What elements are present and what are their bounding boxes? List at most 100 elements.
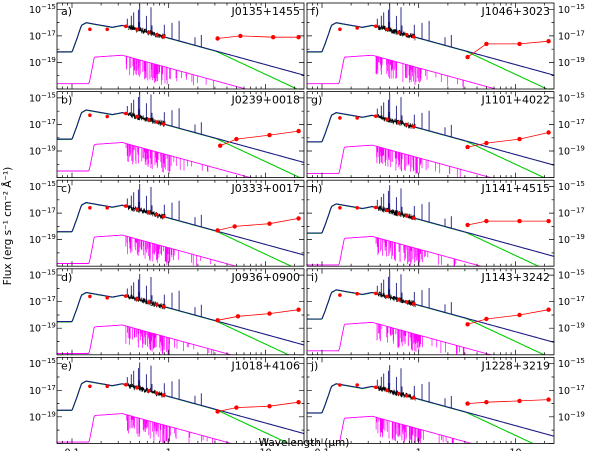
uv-photometry-point	[105, 206, 109, 210]
optical-photometry-point	[385, 117, 389, 122]
panel-letter: c)	[61, 182, 71, 195]
y-tick-base: 10	[558, 31, 570, 42]
y-tick-label: 10−19	[558, 322, 585, 335]
y-tick-exponent: −19	[41, 56, 56, 64]
optical-photometry-point	[146, 30, 151, 35]
stellar-absorption-lines	[125, 326, 214, 355]
ir-photometry-point	[517, 136, 522, 142]
y-tick-exponent: −15	[41, 3, 56, 11]
y-tick-base: 10	[558, 412, 570, 423]
y-axis-title: Flux (erg s⁻¹ cm⁻² Å⁻¹)	[1, 167, 14, 286]
optical-photometry-point	[374, 114, 378, 118]
uv-photometry-point	[355, 291, 360, 296]
y-tick-label: 10−19	[558, 233, 585, 246]
ir-photometry-line	[467, 132, 549, 148]
y-tick-label: 10−17	[29, 118, 56, 131]
axis-ticks	[306, 91, 554, 178]
x-axis-title: Wavelength (μm)	[259, 437, 350, 449]
optical-photometry-point	[146, 300, 151, 305]
y-tick-base: 10	[29, 412, 41, 423]
stellar-absorption-lines	[376, 323, 465, 355]
panel-plot-area	[57, 91, 304, 178]
y-tick-label: 10−19	[558, 410, 585, 423]
ir-photometry-point	[546, 130, 551, 135]
y-tick-base: 10	[558, 93, 570, 104]
optical-photometry-point	[135, 114, 139, 119]
total-model-curve	[57, 22, 304, 76]
panel-plot-area	[307, 4, 554, 89]
y-tick-exponent: −17	[570, 118, 585, 126]
uv-photometry-point	[88, 294, 92, 299]
optical-photometry-point	[135, 297, 139, 301]
axis-ticks	[306, 180, 554, 267]
observed-spectrum	[377, 205, 416, 221]
optical-photometry-point	[404, 394, 409, 398]
emission-lines	[126, 4, 202, 47]
object-name: J1101+4022	[481, 94, 550, 107]
optical-photometry-point	[404, 214, 409, 218]
stellar-model-curve	[307, 235, 483, 267]
y-tick-base: 10	[29, 324, 41, 335]
ir-photometry-point	[267, 221, 272, 226]
optical-photometry-point	[162, 304, 166, 309]
uv-photometry-point	[338, 116, 342, 120]
ir-photometry-point	[546, 39, 551, 44]
ir-photometry-point	[296, 216, 301, 221]
x-tick-label: 0.1	[314, 447, 329, 451]
y-tick-base: 10	[558, 386, 570, 397]
panel-frame	[56, 2, 305, 90]
ir-photometry-line	[467, 309, 549, 325]
panel-plot-area	[307, 365, 554, 444]
optical-photometry-point	[385, 208, 389, 213]
y-tick-label: 10−15	[29, 269, 56, 282]
optical-photometry-point	[154, 120, 159, 124]
y-tick-label: 10−15	[558, 269, 585, 282]
ir-photometry-point	[215, 409, 220, 414]
y-tick-label: 10−15	[558, 180, 585, 193]
y-tick-label: 10−17	[29, 384, 56, 397]
panel-plot-area	[307, 185, 554, 267]
y-tick-exponent: −17	[570, 29, 585, 37]
ir-photometry-point	[484, 218, 489, 224]
uv-photometry-point	[355, 383, 360, 387]
uv-photometry-point	[338, 293, 342, 297]
panel-letter: b)	[61, 94, 72, 107]
optical-photometry-point	[146, 389, 151, 393]
optical-photometry-point	[412, 302, 416, 306]
object-name: J0936+0900	[231, 271, 300, 284]
optical-photometry-point	[412, 395, 416, 400]
ir-photometry-point	[215, 228, 220, 233]
y-tick-label: 10−15	[29, 3, 56, 16]
ir-photometry-line	[467, 399, 549, 404]
y-tick-exponent: −19	[570, 56, 585, 64]
ir-photometry-point	[484, 140, 489, 146]
ir-photometry-line	[220, 130, 299, 147]
panel-frame	[306, 179, 555, 267]
ir-photometry-line	[217, 309, 299, 321]
total-model-curve	[307, 112, 554, 166]
optical-photometry-point	[412, 34, 416, 39]
total-model-curve	[57, 201, 304, 256]
optical-photometry-point	[124, 204, 128, 208]
y-tick-base: 10	[29, 297, 41, 308]
uv-photometry-point	[338, 27, 342, 32]
panel-letter: d)	[61, 271, 72, 284]
ir-photometry-point	[546, 307, 551, 312]
x-tick-label: 10	[259, 447, 271, 451]
y-tick-base: 10	[558, 120, 570, 131]
stellar-model-curve	[57, 324, 233, 355]
y-tick-exponent: −15	[570, 357, 585, 365]
stellar-absorption-lines	[376, 146, 461, 178]
ir-photometry-line	[467, 40, 549, 58]
optical-photometry-point	[412, 216, 416, 220]
ir-photometry-line	[217, 218, 299, 231]
y-tick-base: 10	[29, 93, 41, 104]
total-model-curve	[57, 109, 304, 163]
ir-photometry-point	[234, 405, 239, 410]
